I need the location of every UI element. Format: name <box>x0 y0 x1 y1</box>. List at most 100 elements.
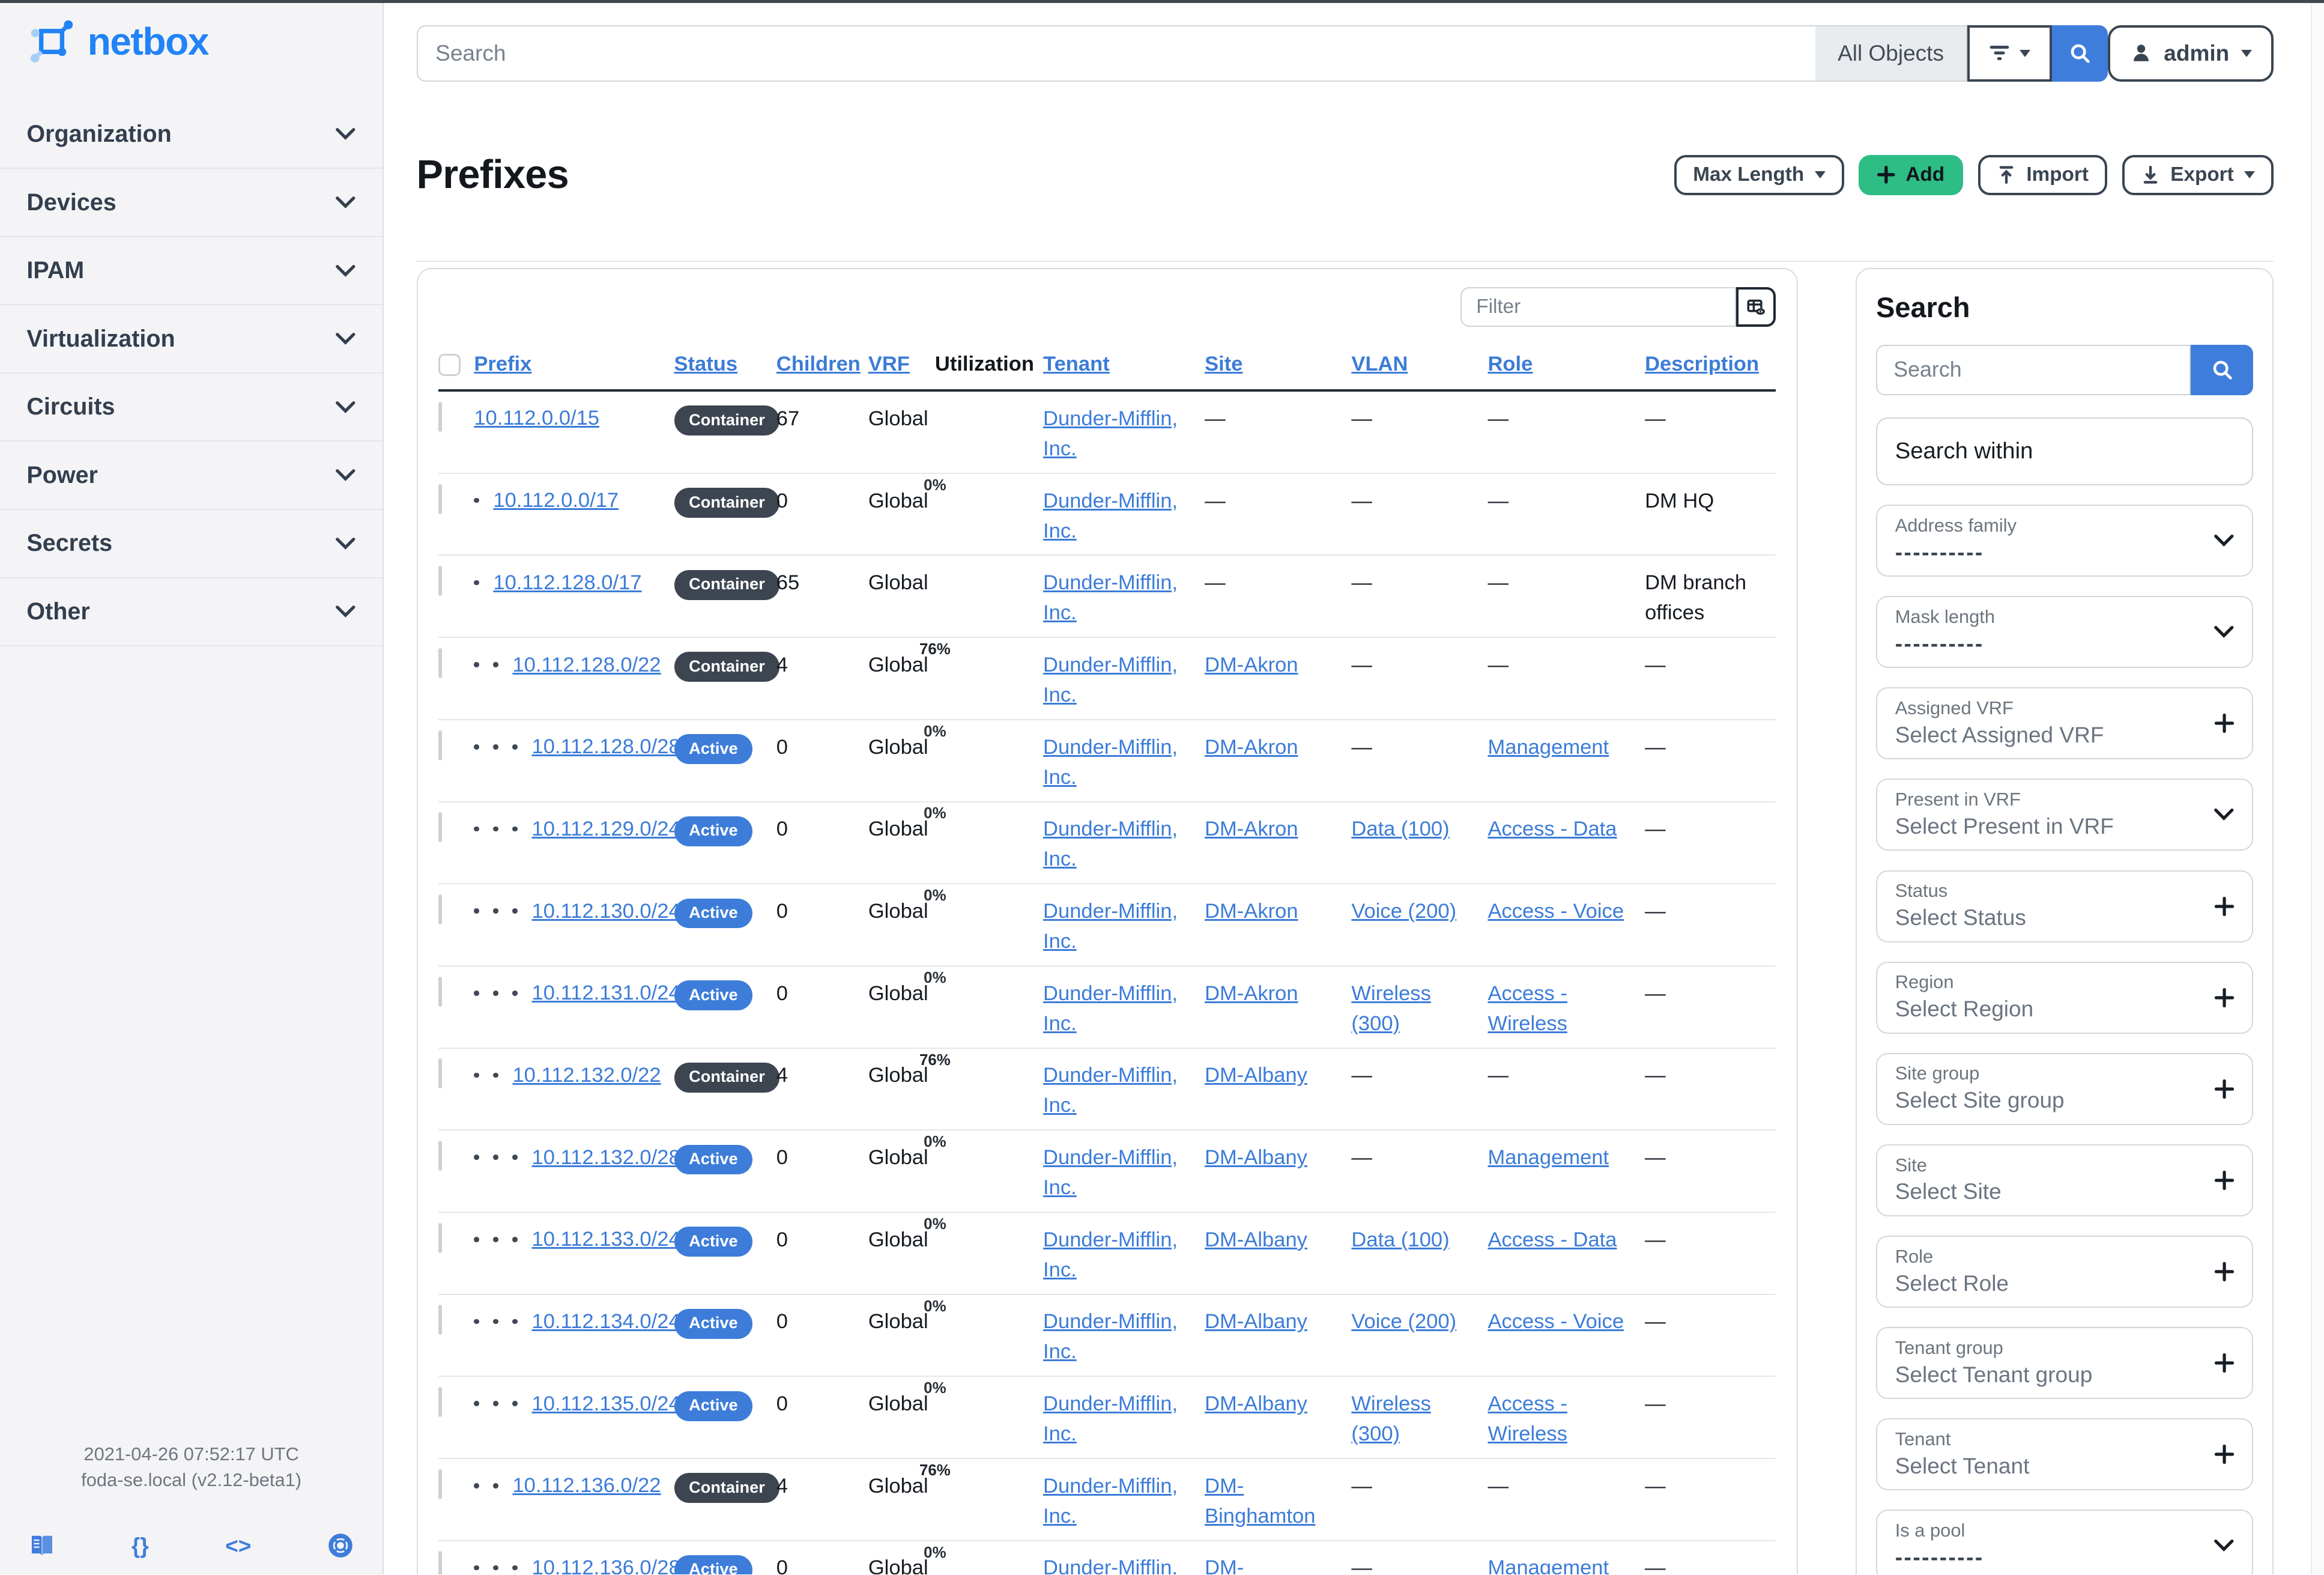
tenant-link[interactable]: Dunder-Mifflin, Inc. <box>1043 1474 1178 1528</box>
filter-search-input[interactable] <box>1876 344 2191 395</box>
site-link[interactable]: DM-Albany <box>1205 1064 1307 1087</box>
filter-search-button[interactable] <box>2191 344 2254 395</box>
search-filter-button[interactable] <box>1967 25 2052 82</box>
column-header-status[interactable]: Status <box>674 352 738 375</box>
sidebar-item-secrets[interactable]: Secrets <box>0 510 383 578</box>
tenant-link[interactable]: Dunder-Mifflin, Inc. <box>1043 1392 1178 1446</box>
search-submit-button[interactable] <box>2051 25 2108 82</box>
filter-field-address-family[interactable]: Address family ---------- <box>1876 505 2254 577</box>
filter-field-status[interactable]: Status Select Status <box>1876 870 2254 942</box>
vlan-link[interactable]: Voice (200) <box>1351 1310 1457 1334</box>
site-link[interactable]: DM-Akron <box>1205 899 1298 923</box>
site-link[interactable]: DM-Albany <box>1205 1228 1307 1251</box>
site-link[interactable]: DM-Akron <box>1205 982 1298 1005</box>
column-header-children[interactable]: Children <box>776 352 861 375</box>
tenant-link[interactable]: Dunder-Mifflin, Inc. <box>1043 735 1178 789</box>
row-checkbox[interactable] <box>438 1469 443 1499</box>
sidebar-item-virtualization[interactable]: Virtualization <box>0 305 383 374</box>
tenant-link[interactable]: Dunder-Mifflin, Inc. <box>1043 899 1178 953</box>
prefix-link[interactable]: 10.112.131.0/24 <box>531 982 680 1005</box>
max-length-button[interactable]: Max Length <box>1674 154 1844 195</box>
site-link[interactable]: DM-Binghamton <box>1205 1556 1244 1575</box>
row-checkbox[interactable] <box>438 1222 443 1253</box>
row-checkbox[interactable] <box>438 730 443 760</box>
prefix-link[interactable]: 10.112.133.0/24 <box>531 1228 680 1251</box>
sidebar-item-power[interactable]: Power <box>0 442 383 510</box>
tenant-link[interactable]: Dunder-Mifflin, Inc. <box>1043 1228 1178 1281</box>
site-link[interactable]: DM-Albany <box>1205 1392 1307 1416</box>
prefix-link[interactable]: 10.112.0.0/17 <box>493 489 619 512</box>
row-checkbox[interactable] <box>438 648 443 678</box>
tenant-link[interactable]: Dunder-Mifflin, Inc. <box>1043 1064 1178 1117</box>
filter-field-tenant[interactable]: Tenant Select Tenant <box>1876 1418 2254 1490</box>
prefix-link[interactable]: 10.112.128.0/28 <box>531 735 680 759</box>
site-link[interactable]: DM-Albany <box>1205 1146 1307 1169</box>
row-checkbox[interactable] <box>438 401 443 432</box>
prefix-link[interactable]: 10.112.136.0/28 <box>531 1556 680 1575</box>
prefix-link[interactable]: 10.112.130.0/24 <box>531 899 680 923</box>
sidebar-item-organization[interactable]: Organization <box>0 101 383 169</box>
tenant-link[interactable]: Dunder-Mifflin, Inc. <box>1043 818 1178 871</box>
netbox-logo[interactable]: netbox <box>0 0 383 77</box>
role-link[interactable]: Access - Data <box>1487 1228 1617 1251</box>
vlan-link[interactable]: Wireless (300) <box>1351 1392 1431 1446</box>
select-all-checkbox[interactable] <box>438 353 461 376</box>
braces-icon[interactable]: {} <box>131 1532 149 1558</box>
role-link[interactable]: Access - Wireless <box>1487 982 1567 1035</box>
vlan-link[interactable]: Data (100) <box>1351 818 1450 841</box>
role-link[interactable]: Access - Voice <box>1487 1310 1624 1334</box>
prefix-link[interactable]: 10.112.135.0/24 <box>531 1392 680 1415</box>
filter-field-tenant-group[interactable]: Tenant group Select Tenant group <box>1876 1326 2254 1399</box>
tenant-link[interactable]: Dunder-Mifflin, Inc. <box>1043 571 1178 625</box>
role-link[interactable]: Access - Data <box>1487 818 1617 841</box>
role-link[interactable]: Management <box>1487 735 1609 759</box>
life-ring-icon[interactable] <box>328 1533 353 1558</box>
sidebar-item-ipam[interactable]: IPAM <box>0 237 383 306</box>
column-header-vlan[interactable]: VLAN <box>1351 352 1408 375</box>
vlan-link[interactable]: Data (100) <box>1351 1228 1450 1251</box>
filter-field-region[interactable]: Region Select Region <box>1876 961 2254 1034</box>
row-checkbox[interactable] <box>438 1551 443 1575</box>
column-header-role[interactable]: Role <box>1487 352 1533 375</box>
tenant-link[interactable]: Dunder-Mifflin, Inc. <box>1043 653 1178 706</box>
page-scrollbar[interactable] <box>2310 0 2324 1575</box>
user-menu-button[interactable]: admin <box>2108 25 2274 82</box>
filter-field-present-in-vrf[interactable]: Present in VRF Select Present in VRF <box>1876 778 2254 851</box>
global-search-input[interactable] <box>416 25 1816 82</box>
site-link[interactable]: DM-Akron <box>1205 735 1298 759</box>
role-link[interactable]: Management <box>1487 1146 1609 1169</box>
role-link[interactable]: Access - Voice <box>1487 899 1624 923</box>
vlan-link[interactable]: Voice (200) <box>1351 899 1457 923</box>
row-checkbox[interactable] <box>438 1387 443 1418</box>
row-checkbox[interactable] <box>438 1305 443 1335</box>
column-header-site[interactable]: Site <box>1205 352 1243 375</box>
role-link[interactable]: Management <box>1487 1556 1609 1575</box>
row-checkbox[interactable] <box>438 976 443 1007</box>
filter-field-site-group[interactable]: Site group Select Site group <box>1876 1052 2254 1125</box>
prefix-link[interactable]: 10.112.134.0/24 <box>531 1310 680 1334</box>
row-checkbox[interactable] <box>438 1058 443 1089</box>
vlan-link[interactable]: Wireless (300) <box>1351 982 1431 1035</box>
tenant-link[interactable]: Dunder-Mifflin, Inc. <box>1043 1556 1178 1575</box>
code-icon[interactable]: <> <box>225 1532 252 1558</box>
column-visibility-button[interactable] <box>1735 287 1776 327</box>
tenant-link[interactable]: Dunder-Mifflin, Inc. <box>1043 407 1178 460</box>
search-scope-select[interactable]: All Objects <box>1815 25 1967 82</box>
row-checkbox[interactable] <box>438 566 443 596</box>
site-link[interactable]: DM-Albany <box>1205 1310 1307 1334</box>
add-button[interactable]: Add <box>1859 154 1964 195</box>
sidebar-item-devices[interactable]: Devices <box>0 169 383 237</box>
tenant-link[interactable]: Dunder-Mifflin, Inc. <box>1043 1310 1178 1364</box>
sidebar-item-other[interactable]: Other <box>0 578 383 647</box>
column-header-description[interactable]: Description <box>1645 352 1760 375</box>
site-link[interactable]: DM-Akron <box>1205 653 1298 676</box>
prefix-link[interactable]: 10.112.132.0/28 <box>531 1146 680 1169</box>
prefix-link[interactable]: 10.112.132.0/22 <box>512 1063 661 1087</box>
prefix-link[interactable]: 10.112.128.0/17 <box>493 571 642 594</box>
filter-field-mask-length[interactable]: Mask length ---------- <box>1876 596 2254 669</box>
tenant-link[interactable]: Dunder-Mifflin, Inc. <box>1043 1146 1178 1200</box>
prefix-link[interactable]: 10.112.136.0/22 <box>512 1474 661 1498</box>
filter-field-role[interactable]: Role Select Role <box>1876 1235 2254 1308</box>
table-filter-input[interactable] <box>1460 287 1736 327</box>
tenant-link[interactable]: Dunder-Mifflin, Inc. <box>1043 982 1178 1035</box>
